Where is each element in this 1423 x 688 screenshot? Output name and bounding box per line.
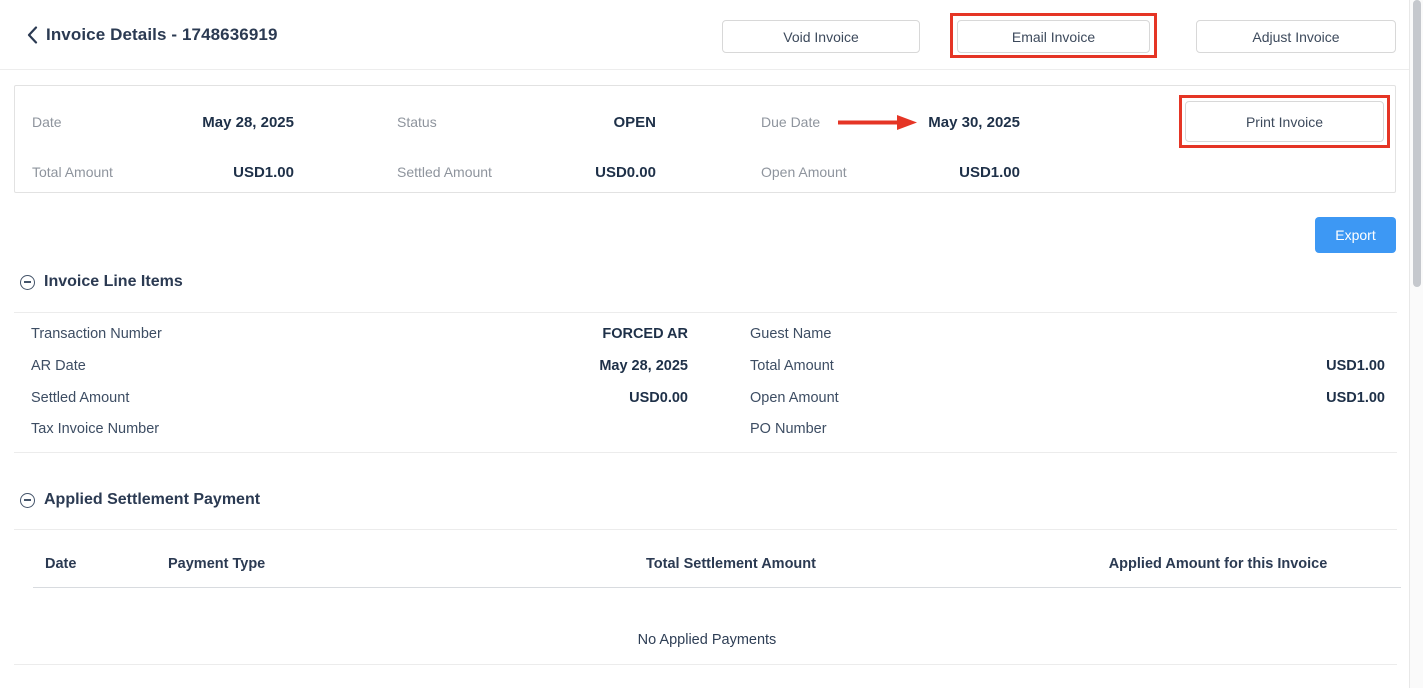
chevron-left-icon xyxy=(27,26,37,44)
li-total-amount-value: USD1.00 xyxy=(1326,358,1385,374)
empty-payments-message: No Applied Payments xyxy=(637,632,777,648)
li-open-amount-value: USD1.00 xyxy=(1326,390,1385,406)
vertical-scrollbar-track[interactable] xyxy=(1409,0,1423,688)
date-label: Date xyxy=(32,114,62,130)
li-open-amount-label: Open Amount xyxy=(750,390,839,406)
column-header-applied-amount: Applied Amount for this Invoice xyxy=(1108,556,1328,572)
collapse-minus-icon[interactable] xyxy=(20,492,35,508)
divider xyxy=(14,664,1397,665)
status-value: OPEN xyxy=(613,114,656,131)
ar-date-label: AR Date xyxy=(31,358,86,374)
date-value: May 28, 2025 xyxy=(202,114,294,131)
po-number-label: PO Number xyxy=(750,421,827,437)
column-header-total-settlement-amount: Total Settlement Amount xyxy=(646,556,816,572)
void-invoice-button[interactable]: Void Invoice xyxy=(722,20,920,53)
divider xyxy=(14,452,1397,453)
due-date-label: Due Date xyxy=(761,114,821,130)
page-header: Invoice Details - 1748636919 Void Invoic… xyxy=(0,0,1409,70)
open-amount-value: USD1.00 xyxy=(959,164,1020,181)
total-amount-value: USD1.00 xyxy=(233,164,294,181)
guest-name-label: Guest Name xyxy=(750,326,832,342)
column-header-date: Date xyxy=(45,556,77,572)
adjust-invoice-button[interactable]: Adjust Invoice xyxy=(1196,20,1396,53)
invoice-line-items-title: Invoice Line Items xyxy=(44,273,183,290)
transaction-number-label: Transaction Number xyxy=(31,326,162,342)
applied-settlement-section-header: Applied Settlement Payment xyxy=(20,491,260,509)
divider xyxy=(14,529,1397,530)
collapse-minus-icon[interactable] xyxy=(20,274,35,290)
annotation-arrow-icon xyxy=(838,115,917,130)
settled-amount-value: USD0.00 xyxy=(595,164,656,181)
ar-date-value: May 28, 2025 xyxy=(599,358,688,374)
li-settled-amount-value: USD0.00 xyxy=(629,390,688,406)
settled-amount-label: Settled Amount xyxy=(397,164,492,180)
li-total-amount-label: Total Amount xyxy=(750,358,834,374)
vertical-scrollbar-thumb[interactable] xyxy=(1413,0,1421,287)
divider xyxy=(14,312,1397,313)
status-label: Status xyxy=(397,114,437,130)
invoice-summary-card: Date May 28, 2025 Status OPEN Due Date M… xyxy=(14,85,1396,193)
tax-invoice-number-label: Tax Invoice Number xyxy=(31,421,160,437)
li-settled-amount-label: Settled Amount xyxy=(31,390,130,406)
total-amount-label: Total Amount xyxy=(32,164,113,180)
email-invoice-button[interactable]: Email Invoice xyxy=(957,20,1150,53)
invoice-line-items-section-header: Invoice Line Items xyxy=(20,273,183,291)
due-date-value: May 30, 2025 xyxy=(928,114,1020,131)
back-button[interactable] xyxy=(22,25,42,45)
print-invoice-button[interactable]: Print Invoice xyxy=(1185,101,1384,142)
applied-settlement-title: Applied Settlement Payment xyxy=(44,491,261,508)
transaction-number-value: FORCED AR xyxy=(602,326,688,342)
open-amount-label: Open Amount xyxy=(761,164,847,180)
column-header-payment-type: Payment Type xyxy=(168,556,266,572)
page-title: Invoice Details - 1748636919 xyxy=(46,25,278,44)
export-button[interactable]: Export xyxy=(1315,217,1396,253)
table-header-divider xyxy=(33,587,1401,588)
